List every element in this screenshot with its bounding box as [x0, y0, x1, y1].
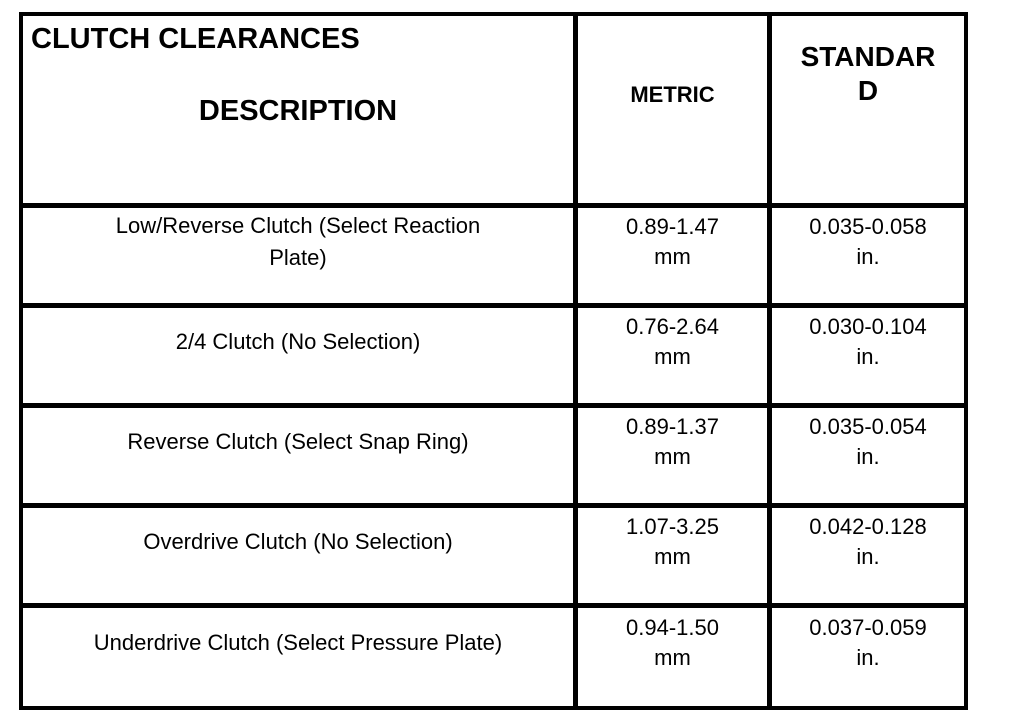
header-cell-metric: METRIC: [578, 16, 772, 208]
row-description: 2/4 Clutch (No Selection): [175, 328, 421, 354]
table-row-standard: 0.042-0.128 in.: [772, 508, 964, 608]
standard-unit: in.: [856, 645, 880, 670]
metric-value: 0.89-1.37: [626, 413, 719, 439]
column-header-metric: METRIC: [630, 81, 715, 107]
table-row-standard: 0.037-0.059 in.: [772, 608, 964, 706]
table-row-standard: 0.035-0.058 in.: [772, 208, 964, 308]
column-header-standard: STANDAR D: [800, 40, 936, 106]
table-row-metric: 0.94-1.50 mm: [578, 608, 772, 706]
table-title: CLUTCH CLEARANCES: [31, 23, 360, 55]
standard-value: 0.042-0.128: [809, 513, 927, 539]
standard-unit: in.: [856, 343, 880, 369]
clutch-clearances-table: CLUTCH CLEARANCES DESCRIPTION METRIC STA…: [19, 12, 968, 710]
row-description: Low/Reverse Clutch (Select Reaction Plat…: [115, 212, 481, 270]
header-cell-description: CLUTCH CLEARANCES DESCRIPTION: [23, 16, 578, 208]
table-row-description: 2/4 Clutch (No Selection): [23, 308, 578, 408]
metric-unit: mm: [654, 645, 691, 670]
metric-unit: mm: [654, 343, 691, 369]
table-row-description: Overdrive Clutch (No Selection): [23, 508, 578, 608]
table-row-metric: 0.89-1.47 mm: [578, 208, 772, 308]
column-header-description: DESCRIPTION: [198, 95, 398, 127]
metric-value: 1.07-3.25: [626, 513, 719, 539]
table-row-metric: 1.07-3.25 mm: [578, 508, 772, 608]
table-row-description: Low/Reverse Clutch (Select Reaction Plat…: [23, 208, 578, 308]
standard-value: 0.030-0.104: [809, 313, 927, 339]
standard-value: 0.035-0.058: [809, 213, 927, 239]
standard-unit: in.: [856, 543, 880, 569]
table-row-description: Underdrive Clutch (Select Pressure Plate…: [23, 608, 578, 706]
table-row-metric: 0.89-1.37 mm: [578, 408, 772, 508]
metric-unit: mm: [654, 443, 691, 469]
row-description: Reverse Clutch (Select Snap Ring): [127, 428, 469, 454]
metric-value: 0.94-1.50: [626, 615, 719, 640]
table-row-standard: 0.035-0.054 in.: [772, 408, 964, 508]
table-row-description: Reverse Clutch (Select Snap Ring): [23, 408, 578, 508]
standard-unit: in.: [856, 243, 880, 269]
row-description: Underdrive Clutch (Select Pressure Plate…: [93, 630, 503, 655]
table-row-standard: 0.030-0.104 in.: [772, 308, 964, 408]
row-description: Overdrive Clutch (No Selection): [143, 528, 453, 554]
table-row-metric: 0.76-2.64 mm: [578, 308, 772, 408]
metric-value: 0.76-2.64: [626, 313, 719, 339]
metric-unit: mm: [654, 243, 691, 269]
metric-value: 0.89-1.47: [626, 213, 719, 239]
standard-value: 0.037-0.059: [809, 615, 927, 640]
standard-value: 0.035-0.054: [809, 413, 927, 439]
header-cell-standard: STANDAR D: [772, 16, 964, 208]
standard-unit: in.: [856, 443, 880, 469]
metric-unit: mm: [654, 543, 691, 569]
